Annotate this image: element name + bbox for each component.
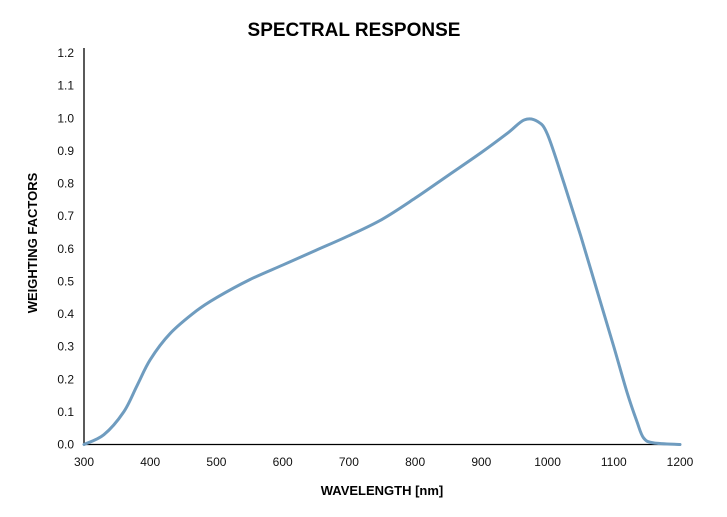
y-tick-label: 0.9: [57, 144, 74, 158]
chart-title: SPECTRAL RESPONSE: [248, 20, 461, 41]
x-tick-label: 700: [339, 455, 359, 469]
y-tick-label: 0.8: [57, 177, 74, 191]
x-tick-label: 1000: [534, 455, 561, 469]
x-tick-label: 1200: [667, 455, 694, 469]
y-tick-label: 1.0: [57, 111, 74, 125]
y-tick-label: 0.7: [57, 209, 74, 223]
y-tick-label: 0.0: [57, 438, 74, 452]
x-tick-label: 800: [405, 455, 425, 469]
y-tick-label: 1.1: [57, 79, 74, 93]
x-tick-label: 400: [140, 455, 160, 469]
y-tick-label: 0.3: [57, 340, 74, 354]
y-tick-label: 0.4: [57, 307, 74, 321]
x-tick-label: 600: [273, 455, 293, 469]
y-tick-label: 0.2: [57, 372, 74, 386]
x-tick-label: 300: [74, 455, 94, 469]
x-axis-label: WAVELENGTH [nm]: [321, 483, 444, 498]
y-tick-label: 0.6: [57, 242, 74, 256]
y-axis-label: WEIGHTING FACTORS: [25, 172, 40, 313]
x-tick-label: 1100: [601, 455, 627, 469]
series-line: [82, 117, 682, 446]
y-tick-label: 0.1: [57, 405, 74, 419]
x-tick-label: 900: [471, 455, 491, 469]
x-tick-label: 500: [206, 455, 226, 469]
y-tick-label: 0.5: [57, 274, 74, 288]
y-tick-label: 1.2: [57, 46, 74, 60]
